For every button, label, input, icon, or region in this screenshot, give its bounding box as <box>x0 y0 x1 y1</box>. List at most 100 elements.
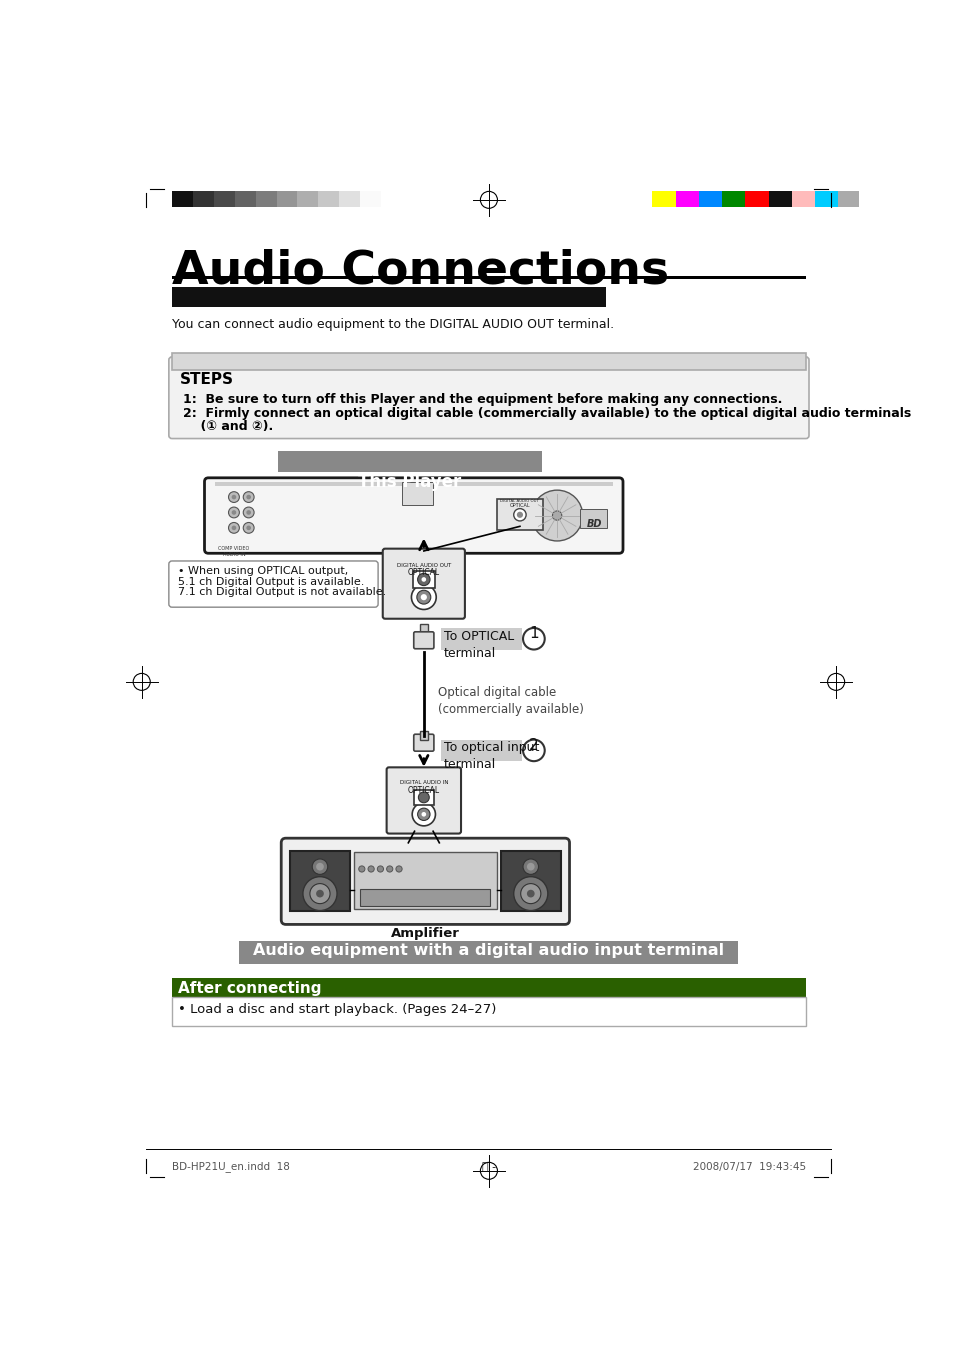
Circle shape <box>377 866 383 871</box>
Circle shape <box>232 511 236 515</box>
Bar <box>172 286 605 307</box>
Bar <box>193 192 213 207</box>
Bar <box>318 192 339 207</box>
Text: COMP VIDEO: COMP VIDEO <box>218 546 250 551</box>
Text: Amplifier: Amplifier <box>391 928 459 940</box>
Bar <box>255 192 276 207</box>
Circle shape <box>243 492 253 503</box>
FancyBboxPatch shape <box>386 767 460 834</box>
Circle shape <box>368 866 374 871</box>
Bar <box>419 624 427 634</box>
Bar <box>172 978 805 997</box>
Bar <box>699 192 721 207</box>
Text: After connecting: After connecting <box>178 981 321 996</box>
Circle shape <box>303 877 336 911</box>
Bar <box>360 889 490 907</box>
Bar <box>172 276 805 280</box>
Circle shape <box>526 890 534 897</box>
Bar <box>497 500 542 530</box>
Bar <box>297 192 318 207</box>
Text: OPTICAL: OPTICAL <box>509 503 530 508</box>
Circle shape <box>411 585 436 609</box>
Bar <box>414 790 434 805</box>
Circle shape <box>513 877 547 911</box>
Bar <box>214 482 612 485</box>
Text: 2: 2 <box>529 738 538 753</box>
Text: To OPTICAL
terminal: To OPTICAL terminal <box>443 630 514 659</box>
Bar <box>791 192 815 207</box>
Text: DIGITAL AUDIO IN: DIGITAL AUDIO IN <box>399 781 448 785</box>
Bar <box>290 851 350 912</box>
FancyBboxPatch shape <box>414 632 434 648</box>
Bar <box>675 192 699 207</box>
Bar <box>278 451 541 471</box>
FancyBboxPatch shape <box>169 357 808 439</box>
Circle shape <box>417 573 430 585</box>
Text: 7.1 ch Digital Output is not available.: 7.1 ch Digital Output is not available. <box>178 588 386 597</box>
Circle shape <box>232 494 236 500</box>
Text: OPTICAL: OPTICAL <box>407 567 439 577</box>
Bar <box>413 571 435 588</box>
Circle shape <box>246 526 251 530</box>
Text: 1:  Be sure to turn off this Player and the equipment before making any connecti: 1: Be sure to turn off this Player and t… <box>183 393 781 407</box>
FancyBboxPatch shape <box>169 561 377 607</box>
Circle shape <box>232 526 236 530</box>
Circle shape <box>315 863 323 870</box>
Bar <box>339 192 360 207</box>
Bar <box>172 353 805 370</box>
Circle shape <box>395 866 402 871</box>
Circle shape <box>531 490 582 540</box>
Circle shape <box>420 594 427 600</box>
Text: BD: BD <box>586 519 601 528</box>
Circle shape <box>358 866 365 871</box>
Circle shape <box>552 511 561 520</box>
Circle shape <box>246 511 251 515</box>
Circle shape <box>243 507 253 517</box>
Circle shape <box>421 812 426 816</box>
Circle shape <box>421 577 426 582</box>
Circle shape <box>310 884 330 904</box>
Text: (① and ②).: (① and ②). <box>183 420 273 434</box>
Text: This Player: This Player <box>358 473 461 492</box>
Bar <box>579 508 607 528</box>
Circle shape <box>243 523 253 534</box>
Bar <box>172 192 193 207</box>
Bar <box>768 192 791 207</box>
Text: Audio equipment with a digital audio input terminal: Audio equipment with a digital audio inp… <box>253 943 723 958</box>
Text: Connecting to the Digital Audio Terminal: Connecting to the Digital Audio Terminal <box>178 308 546 323</box>
Text: • When using OPTICAL output,: • When using OPTICAL output, <box>178 566 348 577</box>
Circle shape <box>513 508 525 521</box>
Bar <box>652 192 675 207</box>
Text: OPTICAL: OPTICAL <box>407 786 439 794</box>
Circle shape <box>229 507 239 517</box>
Text: Audio Connections: Audio Connections <box>172 249 668 293</box>
Bar <box>239 942 738 965</box>
Bar <box>213 192 234 207</box>
Text: BD-HP21U_en.indd  18: BD-HP21U_en.indd 18 <box>172 1162 290 1173</box>
Circle shape <box>526 863 534 870</box>
Text: You can connect audio equipment to the DIGITAL AUDIO OUT terminal.: You can connect audio equipment to the D… <box>172 319 614 331</box>
FancyBboxPatch shape <box>172 997 805 1025</box>
Bar <box>744 192 768 207</box>
Text: 1: 1 <box>529 626 538 640</box>
Circle shape <box>522 628 544 650</box>
Text: Optical digital cable
(commercially available): Optical digital cable (commercially avai… <box>437 686 583 716</box>
FancyBboxPatch shape <box>414 734 434 751</box>
Circle shape <box>412 802 435 825</box>
Circle shape <box>229 492 239 503</box>
Circle shape <box>520 884 540 904</box>
Bar <box>402 482 433 505</box>
Circle shape <box>522 859 537 874</box>
FancyBboxPatch shape <box>281 838 569 924</box>
Bar <box>440 739 521 761</box>
Bar <box>419 731 427 740</box>
Text: DIGITAL AUDIO OUT: DIGITAL AUDIO OUT <box>500 500 538 504</box>
Bar <box>440 628 521 650</box>
Text: 2008/07/17  19:43:45: 2008/07/17 19:43:45 <box>692 1162 805 1171</box>
Circle shape <box>418 792 429 802</box>
Circle shape <box>229 523 239 534</box>
Text: 2:  Firmly connect an optical digital cable (commercially available) to the opti: 2: Firmly connect an optical digital cab… <box>183 407 910 420</box>
Bar <box>838 192 861 207</box>
Bar <box>500 851 560 912</box>
Text: AUDIO IN: AUDIO IN <box>222 551 245 557</box>
